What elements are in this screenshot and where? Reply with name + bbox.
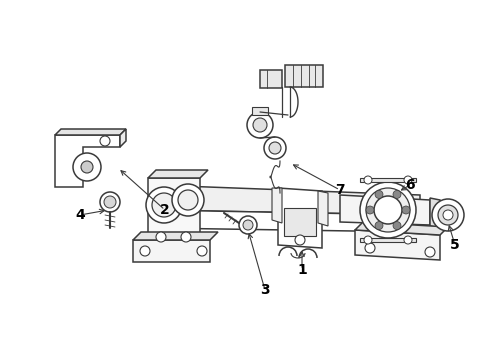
Circle shape	[140, 246, 150, 256]
Circle shape	[73, 153, 101, 181]
Circle shape	[81, 161, 93, 173]
Polygon shape	[278, 188, 322, 248]
Circle shape	[375, 190, 383, 198]
Polygon shape	[360, 178, 416, 182]
Circle shape	[264, 137, 286, 159]
Polygon shape	[360, 238, 416, 242]
Polygon shape	[355, 222, 448, 235]
Circle shape	[360, 182, 416, 238]
Circle shape	[146, 187, 182, 223]
Bar	[260, 70, 282, 88]
Polygon shape	[155, 210, 420, 232]
Circle shape	[156, 232, 166, 242]
Polygon shape	[148, 170, 208, 178]
Circle shape	[364, 176, 372, 184]
Circle shape	[178, 190, 198, 210]
Text: 7: 7	[335, 183, 345, 197]
Circle shape	[104, 196, 116, 208]
Polygon shape	[318, 191, 328, 226]
Polygon shape	[430, 198, 440, 228]
Text: 1: 1	[297, 263, 307, 277]
Circle shape	[269, 142, 281, 154]
Circle shape	[425, 247, 435, 257]
Polygon shape	[148, 178, 200, 240]
Circle shape	[181, 232, 191, 242]
Bar	[284, 208, 316, 236]
Text: 5: 5	[450, 238, 460, 252]
Circle shape	[443, 210, 453, 220]
Polygon shape	[340, 195, 430, 225]
Circle shape	[295, 235, 305, 245]
Circle shape	[239, 216, 257, 234]
Circle shape	[172, 184, 204, 216]
Circle shape	[243, 220, 253, 230]
Circle shape	[365, 243, 375, 253]
Text: 3: 3	[260, 283, 270, 297]
Bar	[285, 65, 323, 87]
Circle shape	[100, 192, 120, 212]
Polygon shape	[133, 232, 218, 240]
Polygon shape	[120, 129, 126, 147]
Circle shape	[375, 222, 383, 230]
Text: 6: 6	[405, 178, 415, 192]
Circle shape	[247, 112, 273, 138]
Polygon shape	[155, 185, 420, 215]
Circle shape	[366, 206, 374, 214]
Circle shape	[393, 222, 401, 230]
Circle shape	[197, 246, 207, 256]
Circle shape	[438, 205, 458, 225]
Circle shape	[432, 199, 464, 231]
Circle shape	[404, 236, 412, 244]
Polygon shape	[355, 230, 440, 260]
Circle shape	[366, 188, 410, 232]
Polygon shape	[272, 188, 282, 223]
Text: 4: 4	[75, 208, 85, 222]
Circle shape	[374, 196, 402, 224]
Circle shape	[100, 136, 110, 146]
Circle shape	[404, 176, 412, 184]
Polygon shape	[133, 240, 210, 262]
Polygon shape	[55, 129, 126, 135]
Circle shape	[402, 206, 410, 214]
Circle shape	[152, 193, 176, 217]
Circle shape	[393, 190, 401, 198]
Circle shape	[364, 236, 372, 244]
Bar	[252, 107, 268, 115]
Polygon shape	[55, 135, 120, 187]
Text: 2: 2	[160, 203, 170, 217]
Circle shape	[253, 118, 267, 132]
